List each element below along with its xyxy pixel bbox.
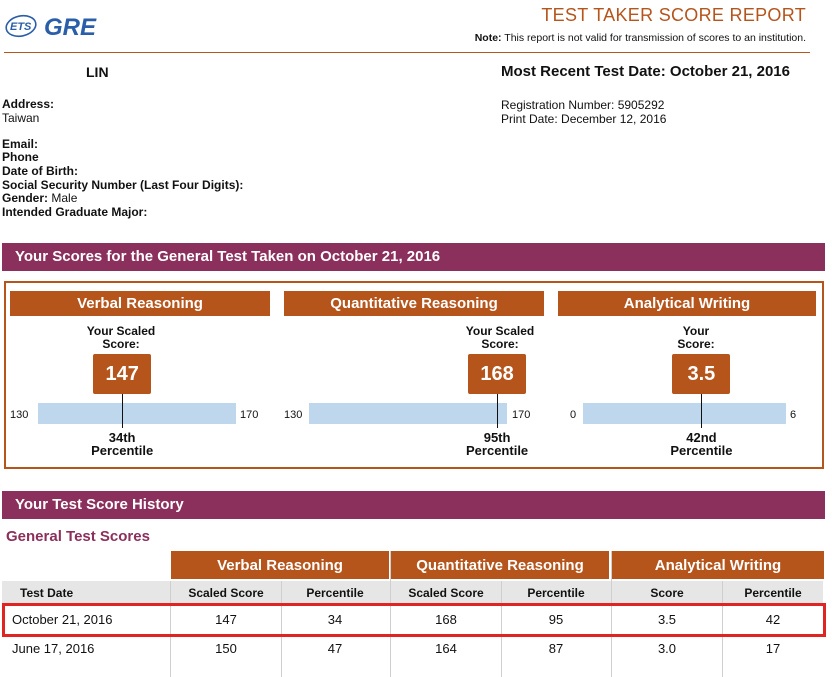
quant-panel: Quantitative Reasoning Your Scaled Score… <box>284 291 544 467</box>
svg-text:ETS: ETS <box>10 21 32 33</box>
quant-score-value: 168 <box>480 362 514 385</box>
verbal-score-value: 147 <box>105 362 139 385</box>
writing-scale-max: 6 <box>790 409 797 421</box>
history-row1-verbal-scaled: 147 <box>215 611 237 627</box>
writing-score-marker <box>700 394 702 428</box>
history-row2-writing-percentile: 17 <box>765 640 781 656</box>
writing-percentile-value: 42nd <box>686 430 717 445</box>
history-group-writing: Analytical Writing <box>612 551 824 579</box>
history-row1-quant-scaled: 168 <box>435 611 457 627</box>
col-verbal-scaled: Scaled Score <box>188 586 264 600</box>
quant-scale-max: 170 <box>512 409 531 421</box>
col-divider <box>390 551 391 677</box>
history-row1-quant-percentile: 95 <box>548 611 564 627</box>
quant-score-box: 168 <box>468 354 527 394</box>
col-verbal-percentile: Percentile <box>306 586 364 600</box>
score-panels-frame <box>4 281 824 469</box>
col-divider <box>170 581 171 677</box>
writing-score-label: Your Score: <box>677 324 715 351</box>
history-row2-verbal-percentile: 47 <box>327 640 343 656</box>
phone-label: Phone <box>2 150 39 164</box>
quant-percentile-word: Percentile <box>466 443 529 458</box>
col-writing-score: Score <box>650 586 684 600</box>
history-row2-writing-score: 3.0 <box>657 640 677 656</box>
history-banner: Your Test Score History <box>2 491 825 519</box>
gender-label: Gender: <box>2 191 49 205</box>
recent-row-highlight <box>2 603 826 637</box>
writing-scale-bar <box>583 403 786 424</box>
registration-number: Registration Number: 5905292 <box>501 98 665 112</box>
writing-percentile-word: Percentile <box>670 443 733 458</box>
col-divider <box>501 581 502 677</box>
history-group-verbal: Verbal Reasoning <box>171 551 389 579</box>
scores-banner: Your Scores for the General Test Taken o… <box>2 243 825 271</box>
history-subtitle: General Test Scores <box>6 528 150 545</box>
quant-scale-bar <box>309 403 507 424</box>
quant-score-label: Your Scaled Score: <box>465 324 535 351</box>
dob-label: Date of Birth: <box>2 164 78 178</box>
print-date: Print Date: December 12, 2016 <box>501 112 667 126</box>
address-label: Address: <box>2 97 55 111</box>
writing-percentile: 42nd Percentile <box>656 431 746 457</box>
address-value: Taiwan <box>2 111 40 125</box>
report-title: TEST TAKER SCORE REPORT <box>541 5 806 25</box>
note-text: This report is not valid for transmissio… <box>504 32 806 44</box>
major-label: Intended Graduate Major: <box>2 205 148 219</box>
verbal-scale-bar <box>38 403 236 424</box>
quant-percentile-value: 95th <box>483 430 511 445</box>
verbal-percentile: 34th Percentile <box>77 431 167 457</box>
writing-score-box: 3.5 <box>672 354 731 394</box>
col-test-date: Test Date <box>20 586 74 600</box>
writing-scale-min: 0 <box>570 409 577 421</box>
header-divider <box>4 52 810 53</box>
history-row2-date: June 17, 2016 <box>12 640 95 656</box>
col-divider <box>611 551 612 677</box>
verbal-percentile-word: Percentile <box>91 443 154 458</box>
verbal-panel-title: Verbal Reasoning <box>10 291 270 316</box>
writing-panel: Analytical Writing Your Score: 0 6 3.5 4… <box>558 291 816 467</box>
verbal-score-box: 147 <box>93 354 152 394</box>
verbal-scale-max: 170 <box>240 409 259 421</box>
writing-panel-title: Analytical Writing <box>558 291 816 316</box>
quant-score-marker <box>496 394 498 428</box>
history-row1-writing-percentile: 42 <box>765 611 781 627</box>
verbal-panel: Verbal Reasoning Your Scaled Score: 130 … <box>10 291 270 467</box>
gender-value: Male <box>51 191 78 205</box>
writing-score-value: 3.5 <box>687 362 716 385</box>
report-note: Note: This report is not valid for trans… <box>475 32 806 44</box>
svg-text:GRE: GRE <box>44 14 97 41</box>
verbal-score-label: Your Scaled Score: <box>86 324 156 351</box>
ets-gre-logo: ETS GRE <box>4 9 114 43</box>
history-row2-quant-percentile: 87 <box>548 640 564 656</box>
history-row1-writing-score: 3.5 <box>657 611 677 627</box>
gender-line: Gender: Male <box>2 191 77 205</box>
candidate-name: LIN <box>86 64 109 80</box>
ssn-label: Social Security Number (Last Four Digits… <box>2 178 244 192</box>
col-quant-percentile: Percentile <box>527 586 585 600</box>
col-writing-percentile: Percentile <box>744 586 802 600</box>
col-quant-scaled: Scaled Score <box>408 586 484 600</box>
quant-panel-title: Quantitative Reasoning <box>284 291 544 316</box>
col-divider <box>281 581 282 677</box>
verbal-score-marker <box>121 394 123 428</box>
col-divider <box>722 581 723 677</box>
recent-test-date: Most Recent Test Date: October 21, 2016 <box>501 63 790 80</box>
history-row1-date: October 21, 2016 <box>12 611 113 627</box>
history-row2-quant-scaled: 164 <box>435 640 457 656</box>
quant-scale-min: 130 <box>284 409 303 421</box>
history-row2-verbal-scaled: 150 <box>215 640 237 656</box>
verbal-percentile-value: 34th <box>108 430 136 445</box>
quant-percentile: 95th Percentile <box>452 431 542 457</box>
history-row1-verbal-percentile: 34 <box>327 611 343 627</box>
verbal-scale-min: 130 <box>10 409 29 421</box>
history-group-quant: Quantitative Reasoning <box>391 551 609 579</box>
note-label: Note: <box>474 32 502 44</box>
history-column-header-row <box>2 581 823 605</box>
email-label: Email: <box>2 137 39 151</box>
